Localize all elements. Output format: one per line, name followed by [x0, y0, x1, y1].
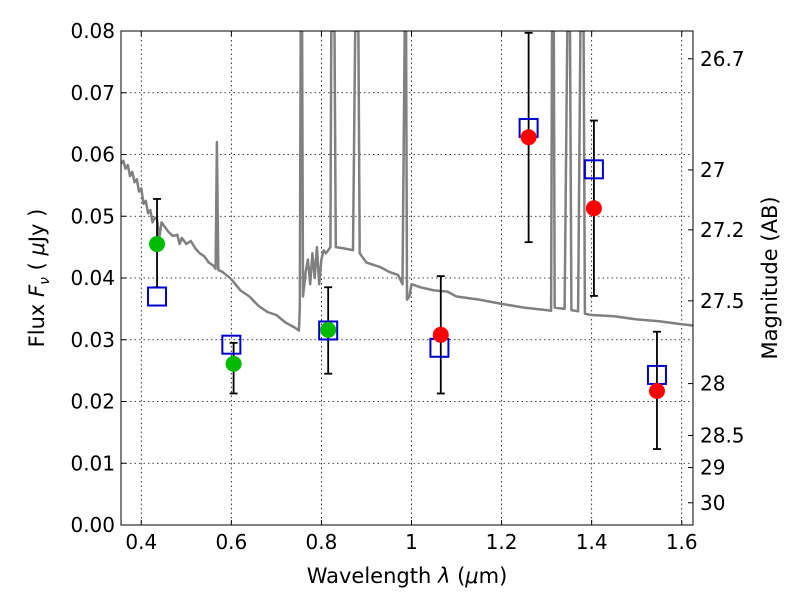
y2-tick-label: 28.5 [700, 423, 745, 447]
x-tick-label: 0.8 [306, 530, 338, 554]
model-photometry-marker [318, 320, 339, 341]
y-axis-label: Flux Fν ( μJy ) [25, 209, 53, 348]
observed-point [648, 383, 665, 400]
model-spectrum-layer [121, 31, 693, 332]
y2-axis-ticks: 26.7 27 27.2 27.5 28 28.5 29 30 [688, 47, 745, 515]
observed-point [432, 326, 449, 343]
y-tick-label: 0.04 [70, 266, 115, 290]
y-tick-label: 0.00 [70, 513, 115, 537]
x-tick-label: 0.6 [215, 530, 247, 554]
y-axis-ticks: 0.00 0.01 0.02 0.03 0.04 0.05 0.06 0.07 0.08 [70, 19, 126, 537]
model-photometry-marker [221, 334, 242, 355]
markers [147, 117, 667, 400]
x-tick-label: 1.2 [486, 530, 518, 554]
y2-tick-label: 29 [700, 456, 725, 480]
y-tick-label: 0.08 [70, 19, 115, 43]
y2-tick-label: 30 [700, 491, 725, 515]
x-tick-label: 1.6 [666, 530, 698, 554]
y-tick-label: 0.06 [70, 143, 115, 167]
y-tick-label: 0.07 [70, 81, 115, 105]
model-spectrum-line [121, 31, 693, 332]
y-tick-label: 0.01 [70, 451, 115, 475]
y2-tick-label: 27.5 [700, 289, 745, 313]
y2-tick-label: 27.2 [700, 218, 745, 242]
observed-point [520, 129, 537, 146]
y-tick-label: 0.03 [70, 328, 115, 352]
detections-point [225, 355, 242, 372]
y2-axis-label: Magnitude (AB) [758, 196, 782, 359]
detections-point [320, 321, 337, 338]
x-tick-label: 1 [405, 530, 418, 554]
x-axis-ticks: 0.4 0.6 0.8 1 1.2 1.4 1.6 [125, 31, 698, 554]
y-tick-label: 0.02 [70, 390, 115, 414]
detections-point [149, 236, 166, 253]
y2-tick-label: 26.7 [700, 47, 745, 71]
model-photometry-marker [583, 159, 604, 180]
x-tick-label: 0.4 [125, 530, 157, 554]
observed-point [585, 200, 602, 217]
model-photometry-marker [147, 286, 168, 307]
x-tick-label: 1.4 [576, 530, 608, 554]
x-axis-label: Wavelength λ (μm) [307, 564, 508, 588]
y-tick-label: 0.05 [70, 204, 115, 228]
y2-tick-label: 28 [700, 372, 725, 396]
y2-tick-label: 27 [700, 158, 725, 182]
